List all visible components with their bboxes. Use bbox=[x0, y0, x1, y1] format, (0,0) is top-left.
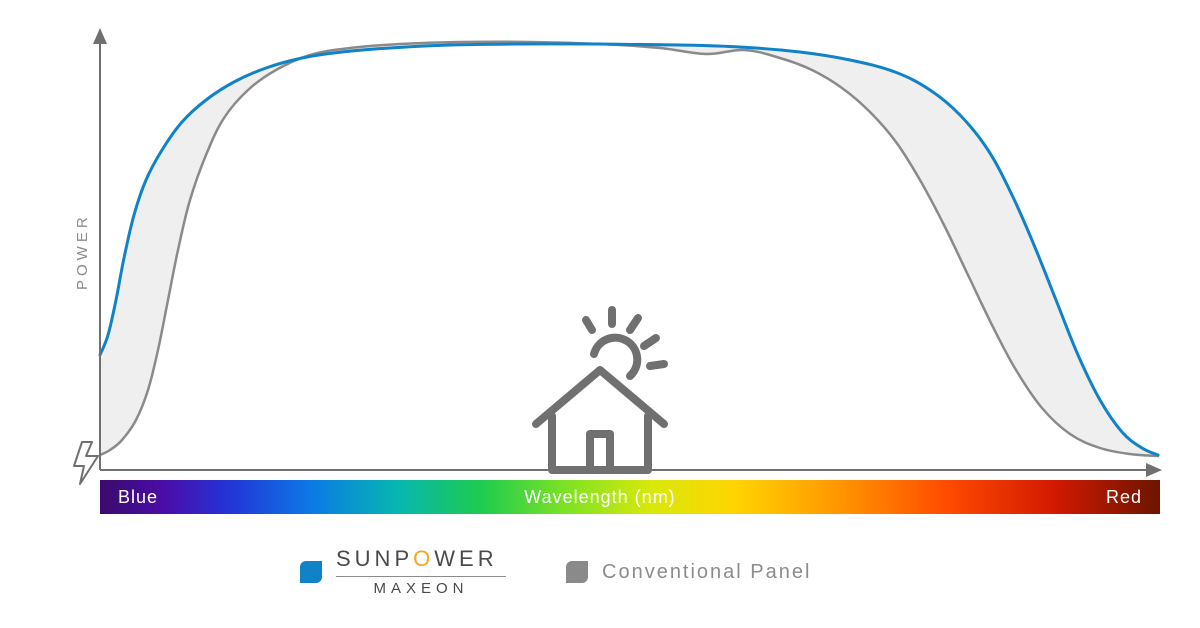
legend-item-sunpower: SUNPOWER MAXEON bbox=[300, 548, 506, 596]
sunpower-wordmark: SUNPOWER bbox=[336, 548, 498, 570]
spectral-response-chart bbox=[0, 0, 1200, 628]
legend-swatch-sunpower bbox=[300, 561, 322, 583]
house-sun-icon bbox=[536, 310, 664, 470]
legend-label-conventional: Conventional Panel bbox=[602, 561, 811, 584]
bolt-icon bbox=[74, 442, 98, 484]
sunpower-divider bbox=[336, 576, 506, 577]
legend-swatch-conventional bbox=[566, 561, 588, 583]
legend-item-conventional: Conventional Panel bbox=[566, 561, 811, 584]
spectrum-label-red: Red bbox=[1106, 487, 1142, 508]
y-axis-label: POWER bbox=[74, 213, 91, 290]
sunpower-logo: SUNPOWER MAXEON bbox=[336, 548, 506, 596]
chart-legend: SUNPOWER MAXEON Conventional Panel bbox=[300, 548, 811, 596]
x-axis-arrow bbox=[1146, 463, 1162, 477]
sunpower-subbrand: MAXEON bbox=[373, 581, 468, 596]
spectrum-label-center: Wavelength (nm) bbox=[0, 487, 1200, 508]
y-axis-arrow bbox=[93, 28, 107, 44]
